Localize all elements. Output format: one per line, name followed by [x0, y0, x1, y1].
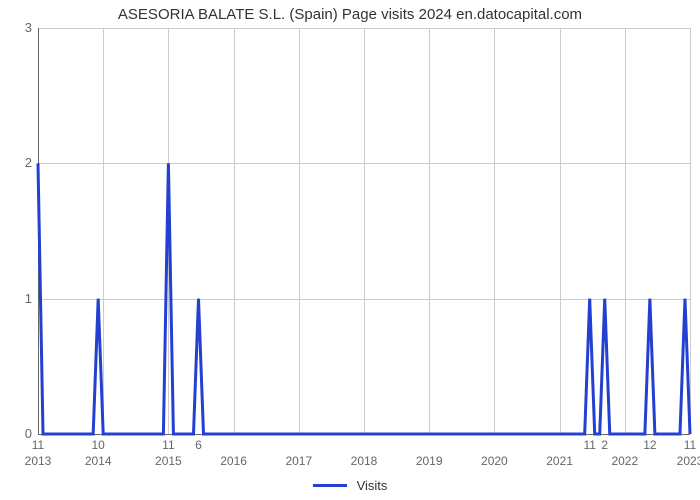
y-tick-label: 2	[8, 155, 32, 170]
x-tick-label: 11	[23, 438, 53, 452]
x-tick-year: 2017	[279, 454, 319, 468]
x-tick-label: 12	[635, 438, 665, 452]
x-tick-year: 2013	[18, 454, 58, 468]
x-tick-label: 11	[675, 438, 700, 452]
legend-swatch	[313, 484, 347, 487]
x-tick-year: 2023	[670, 454, 700, 468]
y-tick-label: 1	[8, 291, 32, 306]
plot-area: 0123112013102014112015620162017201820192…	[38, 28, 690, 434]
x-tick-year: 2019	[409, 454, 449, 468]
x-tick-label: 10	[83, 438, 113, 452]
x-tick-label: 11	[153, 438, 183, 452]
x-tick-year: 2014	[78, 454, 118, 468]
x-tick-label: 2	[590, 438, 620, 452]
x-tick-year: 2020	[474, 454, 514, 468]
x-tick-year: 2018	[344, 454, 384, 468]
series-line	[38, 28, 690, 434]
grid-line-vertical	[690, 28, 691, 434]
legend-label: Visits	[357, 478, 388, 493]
chart-container: { "chart": { "type": "line", "title": "A…	[0, 0, 700, 500]
legend: Visits	[0, 478, 700, 493]
x-tick-year: 2016	[214, 454, 254, 468]
y-tick-label: 3	[8, 20, 32, 35]
x-tick-label: 6	[183, 438, 213, 452]
x-tick-year: 2022	[605, 454, 645, 468]
chart-title: ASESORIA BALATE S.L. (Spain) Page visits…	[0, 6, 700, 23]
x-tick-year: 2015	[148, 454, 188, 468]
x-tick-year: 2021	[540, 454, 580, 468]
